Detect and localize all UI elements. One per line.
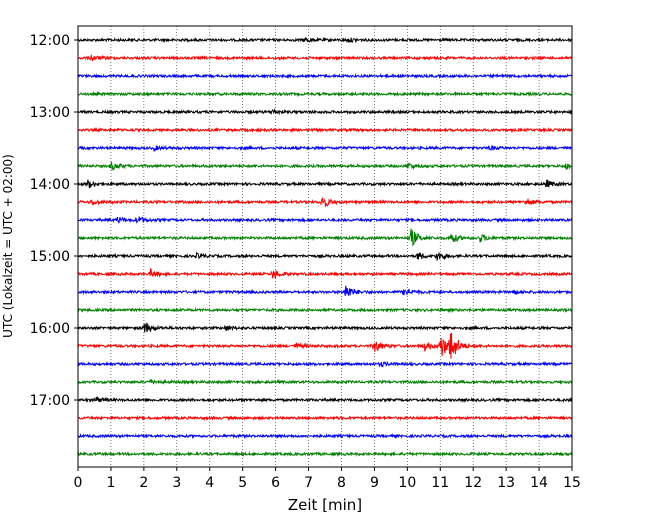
trace-1700: [78, 395, 573, 404]
trace-1400: [77, 179, 573, 189]
x-axis-ticks: 0 1 2 3 4 5 6 7 8 9 10 11 12 13 14 15: [74, 467, 581, 491]
trace-1200: [77, 36, 573, 44]
trace-1545: [77, 306, 573, 314]
trace-1630: [77, 360, 573, 368]
trace-1315: [77, 126, 573, 134]
trace-1430: [77, 216, 573, 224]
trace-1230: [77, 72, 573, 80]
trace-1745: [77, 450, 573, 458]
x-tick-label: 2: [139, 475, 148, 491]
x-tick-label: 5: [238, 475, 247, 491]
trace-1445: [77, 228, 573, 247]
x-tick-label: 9: [370, 475, 379, 491]
x-tick-label: 3: [172, 475, 181, 491]
trace-series: [77, 36, 573, 458]
y-tick-label: 12:00: [30, 33, 70, 49]
trace-1245: [77, 90, 573, 98]
trace-1645: [77, 378, 573, 386]
y-tick-label: 17:00: [30, 393, 70, 409]
x-tick-label: 14: [530, 475, 548, 491]
trace-1500: [77, 251, 573, 261]
x-tick-label: 11: [431, 475, 449, 491]
x-tick-label: 15: [563, 475, 581, 491]
x-tick-label: 6: [271, 475, 280, 491]
x-tick-label: 7: [304, 475, 313, 491]
y-axis-ticks: 12:00 13:00 14:00 15:00 16:00 17:00: [30, 33, 78, 409]
trace-1600: [77, 322, 573, 333]
x-tick-label: 12: [464, 475, 482, 491]
x-tick-label: 4: [205, 475, 214, 491]
trace-1345: [77, 161, 573, 171]
x-tick-label: 0: [74, 475, 83, 491]
x-tick-label: 13: [497, 475, 515, 491]
x-axis-label: Zeit [min]: [288, 496, 362, 514]
trace-1530: [77, 285, 573, 296]
y-tick-label: 15:00: [30, 249, 70, 265]
trace-1730: [77, 432, 573, 440]
y-tick-label: 16:00: [30, 321, 70, 337]
x-tick-label: 10: [398, 475, 416, 491]
x-tick-label: 8: [337, 475, 346, 491]
trace-1300: [77, 107, 573, 116]
y-axis-label: UTC (Lokalzeit = UTC + 02:00): [1, 154, 15, 338]
plot-frame: [77, 25, 573, 468]
trace-1330: [77, 144, 573, 153]
y-tick-label: 14:00: [30, 177, 70, 193]
x-tick-label: 1: [106, 475, 115, 491]
trace-1615: [77, 332, 573, 359]
trace-1215: [77, 54, 573, 62]
trace-1415: [77, 197, 573, 207]
trace-1515: [77, 267, 573, 279]
y-tick-label: 13:00: [30, 105, 70, 121]
trace-1715: [77, 414, 573, 422]
